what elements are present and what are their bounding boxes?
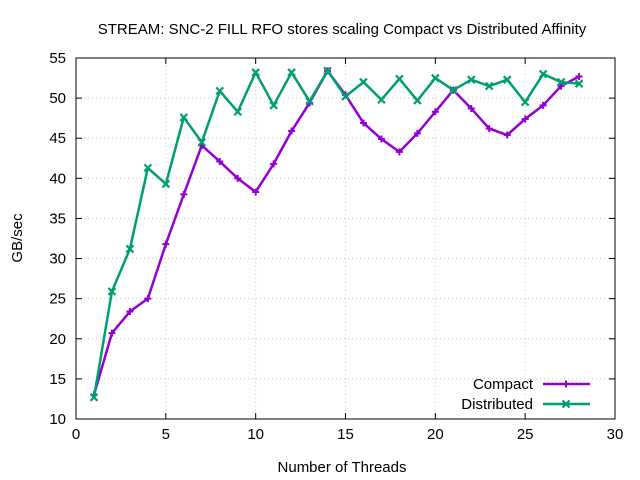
data-point-compact: [377, 135, 385, 143]
data-point-compact: [234, 174, 242, 182]
x-tick-label: 20: [427, 426, 444, 443]
data-point-compact: [270, 160, 278, 168]
data-point-distributed: [341, 92, 350, 101]
y-tick-label: 15: [49, 371, 66, 388]
data-point-compact: [413, 129, 421, 137]
series-line-compact: [92, 69, 580, 396]
data-point-distributed: [269, 101, 278, 110]
data-point-compact: [126, 308, 134, 316]
data-point-distributed: [197, 137, 207, 147]
series-distributed: [89, 66, 584, 402]
chart-title: STREAM: SNC-2 FILL RFO stores scaling Co…: [98, 21, 587, 38]
y-tick-label: 55: [49, 50, 66, 67]
data-point-distributed: [107, 287, 117, 296]
data-point-distributed: [359, 77, 368, 87]
data-point-distributed: [161, 179, 171, 189]
data-point-distributed: [179, 113, 189, 122]
data-point-compact: [467, 105, 475, 113]
data-point-compact: [395, 148, 403, 156]
x-tick-label: 5: [162, 426, 170, 443]
data-point-distributed: [323, 66, 332, 76]
data-point-distributed: [538, 69, 548, 79]
y-tick-label: 25: [49, 291, 66, 308]
data-point-distributed: [251, 68, 260, 77]
data-point-compact: [557, 82, 565, 90]
data-point-distributed: [466, 75, 476, 84]
data-point-distributed: [89, 393, 99, 402]
data-point-distributed: [395, 74, 404, 84]
series-layer: [89, 66, 584, 402]
data-point-compact: [180, 190, 188, 198]
x-axis-label: Number of Threads: [278, 459, 407, 476]
data-point-distributed: [484, 81, 494, 91]
data-point-distributed: [215, 86, 225, 96]
y-axis-label: GB/sec: [9, 213, 26, 263]
x-tick-label: 30: [607, 426, 624, 443]
data-point-distributed: [125, 244, 135, 254]
legend-marker-distributed: [561, 399, 571, 409]
data-point-compact: [503, 131, 511, 139]
data-point-distributed: [520, 97, 530, 107]
data-point-distributed: [449, 85, 458, 95]
data-point-compact: [108, 329, 116, 337]
y-tick-label: 40: [49, 170, 66, 187]
axis-ticks: 0 5 10 15 20 25 30 10 15 20 25 30 35 40 45 50 55: [49, 50, 623, 443]
y-tick-label: 20: [49, 331, 66, 348]
data-point-distributed: [502, 75, 512, 84]
data-point-distributed: [431, 73, 440, 83]
x-tick-label: 0: [72, 426, 80, 443]
data-point-distributed: [287, 68, 296, 77]
data-point-distributed: [233, 107, 242, 117]
x-tick-label: 10: [247, 426, 264, 443]
data-point-compact: [252, 188, 260, 196]
data-point-compact: [288, 127, 296, 135]
legend: Compact Distributed: [461, 376, 590, 413]
data-point-compact: [359, 119, 367, 127]
y-tick-label: 50: [49, 90, 66, 107]
data-point-compact: [539, 101, 547, 109]
data-point-distributed: [574, 79, 584, 88]
legend-label-compact: Compact: [473, 376, 534, 393]
data-point-distributed: [305, 97, 314, 106]
data-point-distributed: [377, 95, 386, 104]
data-point-compact: [521, 115, 529, 123]
y-tick-label: 30: [49, 251, 66, 268]
data-point-distributed: [556, 77, 566, 87]
data-point-compact: [162, 240, 170, 248]
data-point-compact: [575, 72, 583, 80]
data-point-compact: [144, 295, 152, 303]
data-point-distributed: [413, 96, 422, 105]
data-point-distributed: [143, 163, 153, 173]
series-compact: [90, 67, 583, 399]
legend-marker-compact: [562, 380, 570, 388]
legend-label-distributed: Distributed: [461, 396, 533, 413]
y-tick-label: 10: [49, 411, 66, 428]
x-tick-label: 15: [337, 426, 354, 443]
data-point-compact: [431, 108, 439, 116]
data-point-compact: [485, 125, 493, 133]
x-tick-label: 25: [517, 426, 534, 443]
y-tick-label: 45: [49, 130, 66, 147]
y-tick-label: 35: [49, 210, 66, 227]
data-point-compact: [216, 157, 224, 165]
series-line-distributed: [92, 69, 580, 398]
